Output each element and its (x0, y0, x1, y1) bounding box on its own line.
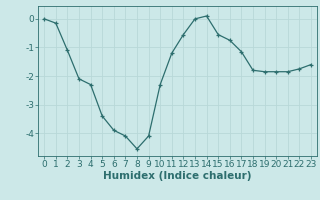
X-axis label: Humidex (Indice chaleur): Humidex (Indice chaleur) (103, 171, 252, 181)
